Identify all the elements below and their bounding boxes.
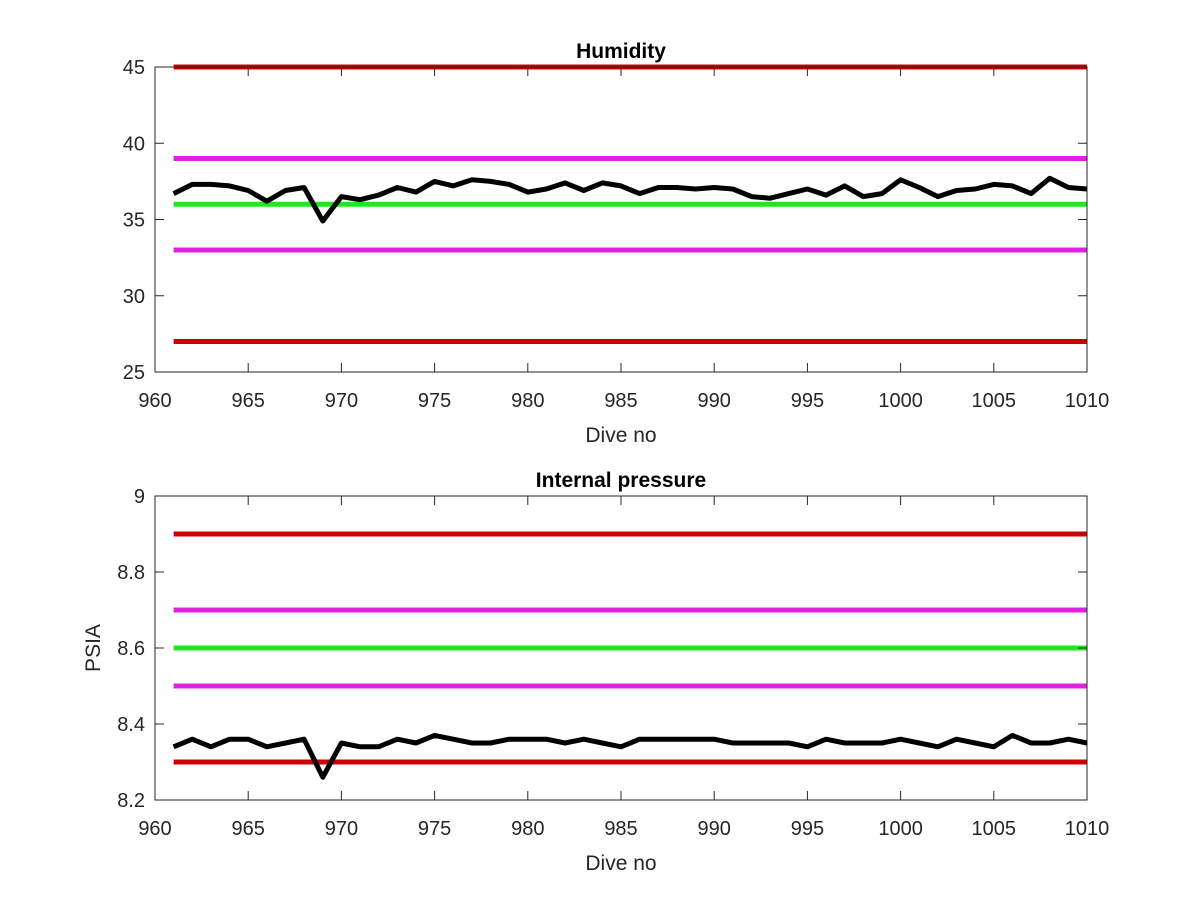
x-tick-label: 990 bbox=[698, 818, 731, 840]
y-tick-label: 9 bbox=[134, 486, 145, 508]
y-tick-label: 8.2 bbox=[117, 790, 145, 812]
x-tick-label: 1000 bbox=[878, 390, 923, 412]
x-tick-label: 1005 bbox=[972, 818, 1017, 840]
y-axis-label: PSIA bbox=[82, 624, 105, 672]
x-tick-label: 960 bbox=[138, 818, 171, 840]
x-tick-label: 985 bbox=[604, 818, 637, 840]
y-tick-label: 40 bbox=[123, 133, 145, 155]
x-tick-label: 970 bbox=[325, 818, 358, 840]
x-tick-label: 975 bbox=[418, 818, 451, 840]
x-tick-label: 975 bbox=[418, 390, 451, 412]
x-tick-label: 960 bbox=[138, 390, 171, 412]
y-tick-label: 8.4 bbox=[117, 714, 145, 736]
x-tick-label: 995 bbox=[791, 390, 824, 412]
internal-pressure-panel: 960 965 970 975 980 985 990 995 1000 1005 1010 8.2 8… bbox=[82, 469, 1109, 875]
y-tick-label: 35 bbox=[123, 210, 145, 232]
x-axis-label: Dive no bbox=[585, 852, 656, 875]
x-tick-label: 1005 bbox=[972, 390, 1017, 412]
x-axis-label: Dive no bbox=[585, 424, 656, 447]
x-tick-label: 980 bbox=[511, 818, 544, 840]
x-tick-label: 1010 bbox=[1065, 390, 1110, 412]
y-tick-label: 45 bbox=[123, 57, 145, 79]
x-tick-label: 1010 bbox=[1065, 818, 1110, 840]
y-tick-label: 30 bbox=[123, 286, 145, 308]
y-tick-label: 8.6 bbox=[117, 638, 145, 660]
data-series-line bbox=[172, 175, 1088, 224]
x-tick-label: 965 bbox=[232, 390, 265, 412]
y-tick-label: 25 bbox=[123, 362, 145, 384]
y-tick-label: 8.8 bbox=[117, 562, 145, 584]
x-tick-label: 980 bbox=[511, 390, 544, 412]
x-tick-label: 985 bbox=[604, 390, 637, 412]
x-tick-label: 990 bbox=[698, 390, 731, 412]
humidity-panel: 960 965 970 975 980 985 990 995 1000 1005 1010 25 30… bbox=[123, 40, 1110, 447]
data-series-line bbox=[172, 732, 1088, 780]
x-tick-label: 1000 bbox=[878, 818, 923, 840]
x-tick-label: 970 bbox=[325, 390, 358, 412]
chart-title: Humidity bbox=[576, 40, 666, 63]
chart-title: Internal pressure bbox=[536, 469, 706, 492]
x-tick-label: 965 bbox=[232, 818, 265, 840]
x-tick-label: 995 bbox=[791, 818, 824, 840]
